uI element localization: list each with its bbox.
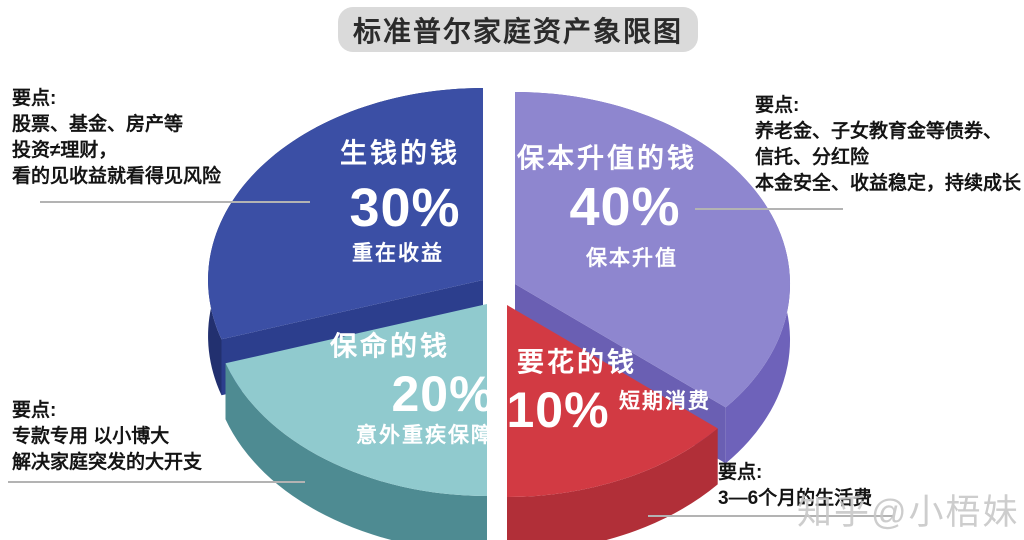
pie-slice-money-making-top [208, 88, 483, 340]
annotation-line: 专款专用 以小博大 [12, 426, 170, 447]
annotation-line: 信托、分红险 [755, 147, 870, 168]
pie-slice-spending [507, 305, 718, 540]
annotation-bottom-right: 要点: 3—6个月的生活费 [718, 460, 872, 512]
annotation-heading: 要点: [755, 95, 800, 116]
slice-label-spending-percent: 10% [506, 382, 610, 438]
slice-label-life-saving-name: 保命的钱 [330, 331, 450, 362]
annotation-line: 3—6个月的生活费 [718, 488, 873, 509]
slice-label-capital-preserving-name: 保本升值的钱 [517, 143, 697, 174]
annotation-heading: 要点: [12, 88, 57, 109]
slice-label-money-making-percent: 30% [349, 178, 461, 238]
annotation-line: 看的见收益就看得见风险 [12, 166, 222, 187]
slice-label-life-saving-percent: 20% [391, 366, 495, 422]
annotation-heading: 要点: [718, 462, 763, 483]
slice-label-capital-preserving-caption: 保本升值 [586, 247, 678, 270]
pie-slice-capital-preserving-top [515, 92, 791, 408]
annotation-top-left: 要点: 股票、基金、房产等 投资≠理财， 看的见收益就看得见风险 [12, 86, 221, 190]
watermark: 知乎@小梧妹 [797, 493, 1020, 532]
slice-label-spending-caption: 短期消费 [619, 390, 711, 413]
slice-label-money-making-caption: 重在收益 [352, 242, 444, 265]
annotation-line: 解决家庭突发的大开支 [12, 452, 203, 473]
slice-label-spending-name: 要花的钱 [517, 347, 637, 378]
slice-label-capital-preserving-percent: 40% [569, 177, 681, 237]
annotation-heading: 要点: [12, 400, 57, 421]
annotation-top-right: 要点: 养老金、子女教育金等债券、 信托、分红险 本金安全、收益稳定，持续成长 [755, 93, 1021, 197]
annotation-line: 养老金、子女教育金等债券、 [755, 121, 1003, 142]
pie-slice-life-saving-top [225, 304, 487, 496]
slice-label-life-saving-caption: 意外重疾保障 [356, 424, 494, 447]
pie-slice-spending-rim [507, 428, 718, 540]
annotation-line: 投资≠理财， [12, 140, 118, 161]
annotation-line: 本金安全、收益稳定，持续成长 [755, 173, 1022, 194]
pie-slice-spending-top [507, 305, 718, 497]
annotation-bottom-left: 要点: 专款专用 以小博大 解决家庭突发的大开支 [12, 398, 202, 476]
page-title: 标准普尔家庭资产象限图 [338, 7, 698, 52]
pie-slice-life-saving-rim [225, 363, 487, 540]
annotation-line: 股票、基金、房产等 [12, 114, 184, 135]
pie-slice-life-saving [225, 304, 487, 540]
slice-label-money-making-name: 生钱的钱 [340, 138, 460, 169]
